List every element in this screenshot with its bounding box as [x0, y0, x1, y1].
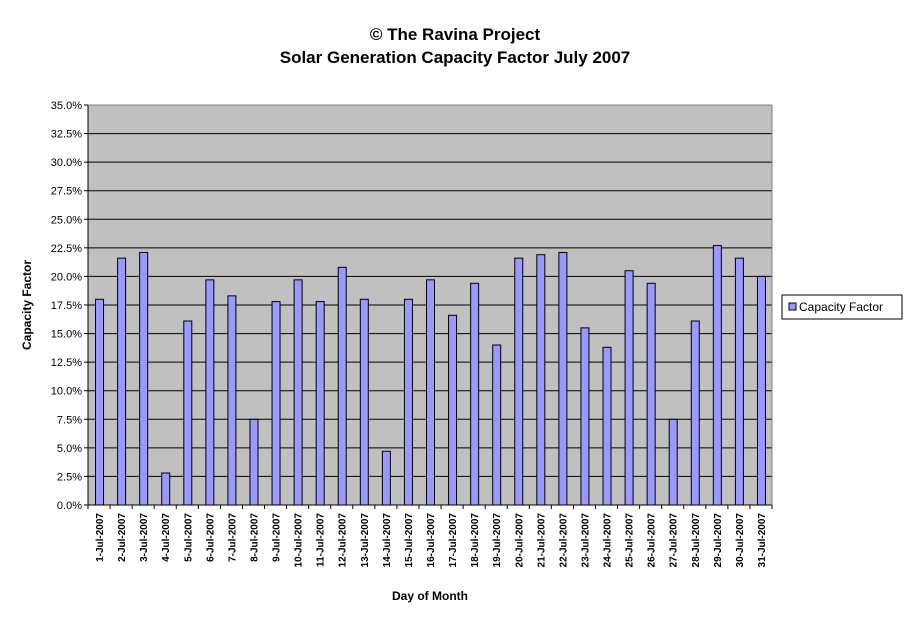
- bar-29-Jul-2007: [712, 245, 722, 506]
- bar-16-Jul-2007: [426, 279, 435, 506]
- x-tick-label: 3-Jul-2007: [139, 513, 150, 562]
- x-tick-label: 27-Jul-2007: [669, 513, 680, 568]
- y-tick-label: 2.5%: [57, 471, 82, 483]
- bar-14-Jul-2007: [381, 450, 391, 506]
- legend: Capacity Factor: [781, 294, 903, 320]
- x-axis-ticks: 1-Jul-2007 2-Jul-2007 3-Jul-2007 4-Jul-2007…: [87, 505, 773, 568]
- x-tick-label: 10-Jul-2007: [294, 513, 305, 568]
- y-tick-label: 25.0%: [51, 214, 82, 226]
- bars: [95, 245, 766, 506]
- y-tick-label: 32.5%: [51, 129, 82, 141]
- bar-18-Jul-2007: [470, 282, 480, 506]
- x-tick-label: 5-Jul-2007: [183, 513, 194, 562]
- x-axis-label: Day of Month: [392, 589, 468, 603]
- legend-box: [781, 294, 903, 320]
- y-tick-label: 30.0%: [51, 157, 82, 169]
- x-tick-label: 11-Jul-2007: [316, 513, 327, 567]
- x-tick-label: 1-Jul-2007: [95, 513, 106, 562]
- legend-swatch: [788, 302, 797, 311]
- y-tick-label: 35.0%: [51, 100, 82, 112]
- bar-7-Jul-2007: [227, 295, 237, 506]
- x-tick-label: 12-Jul-2007: [338, 513, 349, 568]
- bar-9-Jul-2007: [271, 301, 281, 506]
- x-tick-label: 4-Jul-2007: [161, 513, 172, 562]
- y-tick-label: 0.0%: [57, 500, 82, 512]
- x-tick-label: 15-Jul-2007: [404, 513, 415, 568]
- x-tick-label: 7-Jul-2007: [227, 513, 238, 562]
- bar-15-Jul-2007: [403, 298, 413, 506]
- y-tick-label: 27.5%: [51, 186, 82, 198]
- legend-label: Capacity Factor: [799, 300, 883, 314]
- bar-23-Jul-2007: [580, 327, 590, 506]
- x-tick-label: 19-Jul-2007: [492, 513, 503, 568]
- x-tick-label: 20-Jul-2007: [514, 513, 525, 568]
- bar-1-Jul-2007: [95, 298, 105, 506]
- bar-31-Jul-2007: [756, 275, 766, 506]
- x-tick-label: 30-Jul-2007: [735, 513, 746, 568]
- x-tick-label: 23-Jul-2007: [580, 513, 591, 568]
- bar-17-Jul-2007: [448, 314, 458, 506]
- x-tick-label: 25-Jul-2007: [625, 513, 636, 568]
- y-tick-label: 22.5%: [51, 243, 82, 255]
- bar-8-Jul-2007: [249, 418, 259, 506]
- bar-30-Jul-2007: [734, 257, 744, 506]
- bar-10-Jul-2007: [293, 279, 303, 506]
- x-tick-label: 18-Jul-2007: [470, 513, 481, 568]
- y-axis-ticks: 0.0% 2.5% 5.0% 7.5% 10.0% 12.5% 15.0% 17.5% 20.0…: [51, 100, 88, 512]
- x-tick-label: 22-Jul-2007: [558, 513, 569, 568]
- bar-28-Jul-2007: [690, 320, 700, 506]
- x-tick-label: 31-Jul-2007: [757, 513, 768, 568]
- bar-4-Jul-2007: [161, 472, 171, 506]
- x-tick-label: 28-Jul-2007: [691, 513, 702, 568]
- x-tick-label: 21-Jul-2007: [536, 513, 547, 568]
- x-tick-label: 24-Jul-2007: [603, 513, 614, 568]
- y-tick-label: 12.5%: [51, 357, 82, 369]
- x-tick-label: 2-Jul-2007: [117, 513, 128, 562]
- bar-5-Jul-2007: [183, 320, 193, 506]
- x-tick-label: 26-Jul-2007: [647, 513, 658, 568]
- x-tick-label: 9-Jul-2007: [272, 513, 283, 562]
- bar-25-Jul-2007: [624, 270, 634, 506]
- x-tick-label: 13-Jul-2007: [360, 513, 371, 568]
- y-tick-label: 7.5%: [57, 414, 82, 426]
- bar-21-Jul-2007: [536, 254, 546, 506]
- x-tick-label: 6-Jul-2007: [205, 513, 216, 562]
- x-tick-label: 8-Jul-2007: [249, 513, 260, 562]
- bar-12-Jul-2007: [337, 266, 347, 506]
- bar-13-Jul-2007: [359, 298, 369, 506]
- y-tick-label: 17.5%: [51, 300, 82, 312]
- y-tick-label: 15.0%: [51, 329, 82, 341]
- x-tick-label: 16-Jul-2007: [426, 513, 437, 568]
- bar-26-Jul-2007: [646, 282, 656, 506]
- chart-title: © The Ravina Project: [370, 25, 541, 44]
- x-tick-label: 29-Jul-2007: [713, 513, 724, 568]
- chart-subtitle: Solar Generation Capacity Factor July 20…: [280, 48, 631, 67]
- bar-20-Jul-2007: [514, 257, 524, 506]
- y-tick-label: 20.0%: [51, 271, 82, 283]
- bar-11-Jul-2007: [315, 301, 325, 506]
- bar-19-Jul-2007: [492, 344, 502, 506]
- bar-6-Jul-2007: [205, 279, 215, 506]
- y-axis-label: Capacity Factor: [20, 260, 34, 350]
- bar-3-Jul-2007: [139, 251, 149, 506]
- x-tick-label: 17-Jul-2007: [448, 513, 459, 568]
- bar-27-Jul-2007: [668, 418, 678, 506]
- bar-2-Jul-2007: [117, 257, 127, 506]
- bar-22-Jul-2007: [558, 251, 568, 506]
- bar-24-Jul-2007: [602, 346, 612, 506]
- y-tick-label: 10.0%: [51, 386, 82, 398]
- x-tick-label: 14-Jul-2007: [382, 513, 393, 568]
- y-tick-label: 5.0%: [57, 443, 82, 455]
